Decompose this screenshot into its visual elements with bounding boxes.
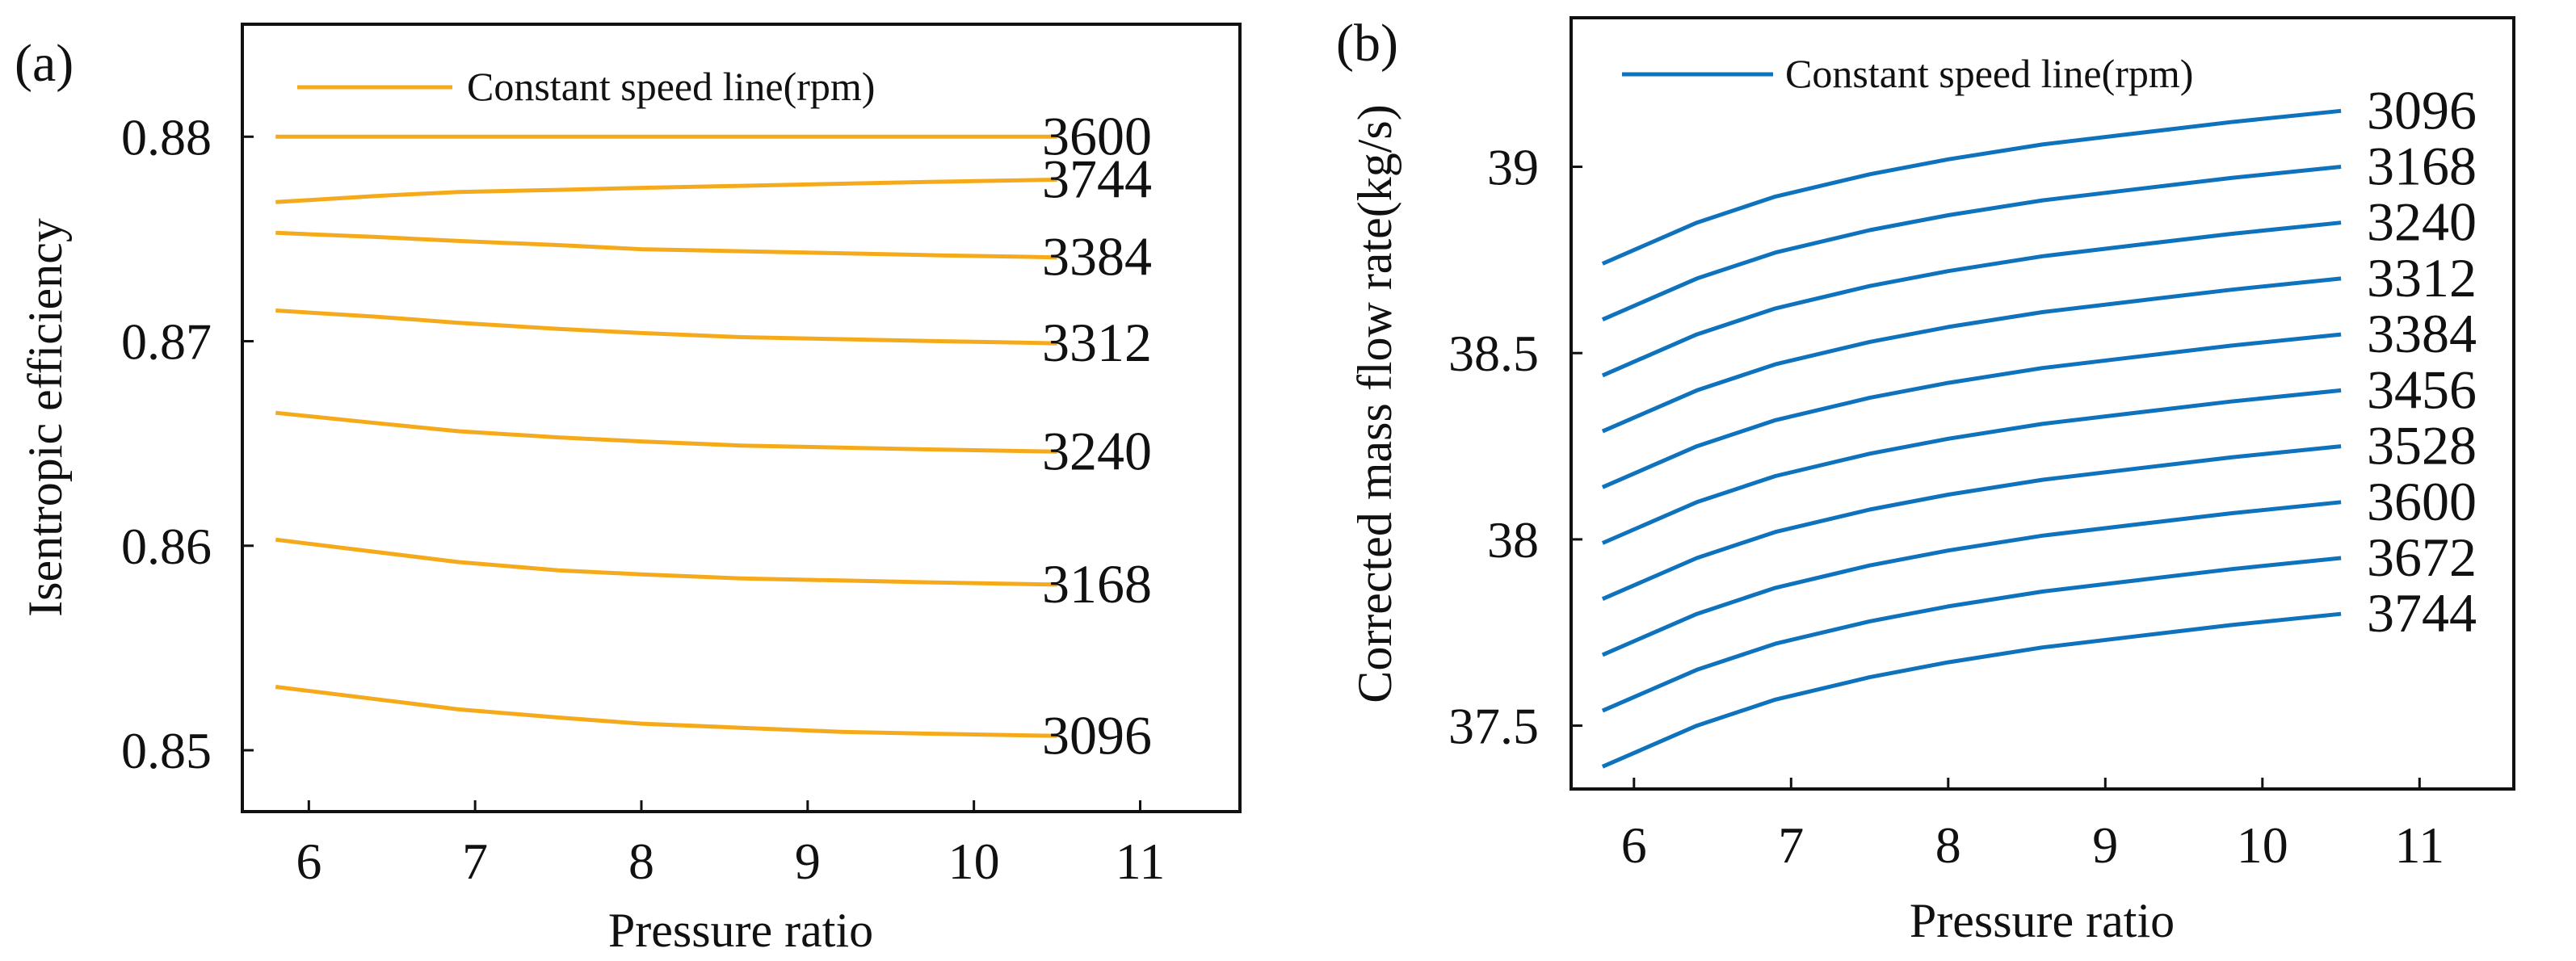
panel-a-end-label-3312: 3312 <box>1042 312 1152 373</box>
panel-a-end-label-3744: 3744 <box>1042 149 1152 210</box>
panel-b-plot-frame <box>1570 16 2515 791</box>
panel-b-end-label-3096: 3096 <box>2367 79 2477 141</box>
panel-a-end-label-3384: 3384 <box>1042 226 1152 287</box>
panel-b-xtick-label: 9 <box>2092 816 2118 874</box>
panel-b-end-label-3168: 3168 <box>2367 136 2477 197</box>
panel-b-series-3744 <box>1601 611 2342 769</box>
panel-b-series-group <box>1601 108 2342 769</box>
panel-b-series-3600 <box>1601 500 2342 657</box>
panel-a-x-axis-title: Pressure ratio <box>608 904 873 957</box>
panel-b-x-axis-title: Pressure ratio <box>1910 894 2175 947</box>
panel-a-series-3312 <box>275 308 1057 346</box>
panel-a-end-label-3600: 3600 <box>1042 105 1152 166</box>
panel-b-end-label-3312: 3312 <box>2367 247 2477 308</box>
panel-b-xtick-label: 6 <box>1621 816 1647 874</box>
panel-b-series-3240 <box>1601 220 2342 378</box>
panel-b-end-label-3600: 3600 <box>2367 471 2477 532</box>
panel-b-tag: (b) <box>1336 14 1398 73</box>
panel-a-tag: (a) <box>15 34 74 93</box>
panel-a-xtick-label: 11 <box>1116 833 1166 890</box>
panel-a-series-3744 <box>275 178 1057 204</box>
panel-a-series-3096 <box>275 685 1057 738</box>
panel-b-series-3384 <box>1601 332 2342 489</box>
panel-b-xtick-label: 7 <box>1778 816 1804 874</box>
panel-b-end-label-3456: 3456 <box>2367 359 2477 420</box>
panel-a-xtick-label: 10 <box>948 833 1000 890</box>
panel-b-series-3672 <box>1601 556 2342 713</box>
panel-a-xtick-label: 7 <box>462 833 488 890</box>
panel-a-series-3240 <box>275 410 1057 454</box>
panel-b-ytick-label: 38 <box>1487 511 1539 569</box>
panel-a-xticks-group: 6 7 8 9 10 11 <box>296 800 1165 890</box>
panel-b-legend-label: Constant speed line(rpm) <box>1785 51 2193 96</box>
panel-b-xtick-label: 8 <box>1935 816 1961 874</box>
panel-b-series-3168 <box>1601 165 2342 321</box>
panel-b-end-label-3240: 3240 <box>2367 191 2477 253</box>
panel-b-xticks-group: 6 7 8 9 10 11 <box>1621 778 2444 874</box>
panel-b-series-3456 <box>1601 388 2342 545</box>
panel-b-series-3528 <box>1601 444 2342 601</box>
panel-a-ytick-label: 0.86 <box>121 518 212 575</box>
panel-a-ytick-label: 0.87 <box>121 313 212 371</box>
panel-a-end-label-3096: 3096 <box>1042 704 1152 766</box>
panel-b-ytick-label: 38.5 <box>1448 325 1539 382</box>
panel-a-ytick-label: 0.88 <box>121 108 212 166</box>
panel-a-series-3384 <box>275 230 1057 260</box>
panel-b-xtick-label: 11 <box>2394 816 2444 874</box>
panel-a-xtick-label: 8 <box>628 833 654 890</box>
panel-a-end-label-3168: 3168 <box>1042 553 1152 615</box>
panel-a-end-label-3240: 3240 <box>1042 420 1152 481</box>
panel-b-ytick-label: 37.5 <box>1448 698 1539 755</box>
panel-b-series-3312 <box>1601 276 2342 434</box>
panel-b-y-axis-title: Corrected mass flow rate(kg/s) <box>1348 104 1401 703</box>
panel-a-plot-frame <box>241 23 1242 813</box>
panel-a-y-axis-title: Isentropic efficiency <box>19 218 72 617</box>
panel-a-ytick-label: 0.85 <box>121 722 212 779</box>
panel-b-end-label-3384: 3384 <box>2367 303 2477 364</box>
panel-b-ytick-label: 39 <box>1487 139 1539 196</box>
panel-a-legend-label: Constant speed line(rpm) <box>467 64 875 109</box>
panel-b-end-label-3528: 3528 <box>2367 415 2477 476</box>
panel-a-series-group <box>275 134 1057 738</box>
panel-b-yticks-group: 37.5 38 38.5 39 <box>1448 139 1582 755</box>
panel-a-legend: Constant speed line(rpm) <box>297 64 875 109</box>
panel-b-end-label-3672: 3672 <box>2367 527 2477 588</box>
panel-b-series-3096 <box>1601 108 2342 266</box>
panel-b-xtick-label: 10 <box>2237 816 2288 874</box>
panel-a-yticks-group: 0.85 0.86 0.87 0.88 <box>121 108 254 779</box>
panel-a-xtick-label: 6 <box>296 833 321 890</box>
panel-a-xtick-label: 9 <box>795 833 821 890</box>
panel-b-end-label-3744: 3744 <box>2367 582 2477 644</box>
panel-b-legend: Constant speed line(rpm) <box>1622 51 2193 96</box>
panel-a-series-3168 <box>275 537 1057 587</box>
